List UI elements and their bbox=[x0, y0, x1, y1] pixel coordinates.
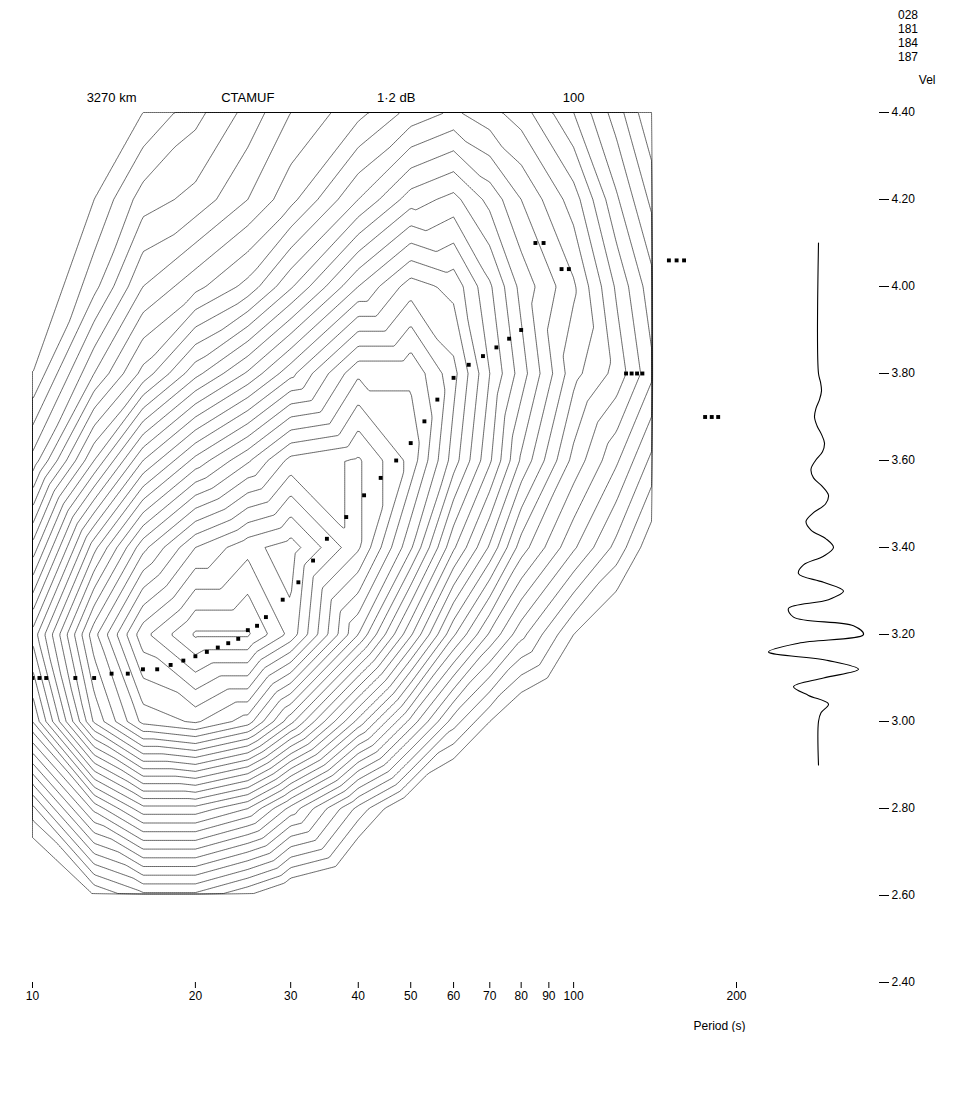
svg-text:Period (s): Period (s) bbox=[693, 1019, 745, 1033]
svg-text:10: 10 bbox=[26, 989, 40, 1003]
html-text:187: 187 bbox=[898, 50, 918, 64]
svg-text:3.00: 3.00 bbox=[892, 714, 916, 728]
svg-text:70: 70 bbox=[483, 989, 497, 1003]
svg-text:CTAMUF: CTAMUF bbox=[221, 90, 274, 105]
svg-text:100: 100 bbox=[563, 90, 585, 105]
svg-text:80: 80 bbox=[514, 989, 528, 1003]
html-text:181: 181 bbox=[898, 22, 918, 36]
svg-text:50: 50 bbox=[404, 989, 418, 1003]
svg-text:2.80: 2.80 bbox=[892, 801, 916, 815]
svg-text:3.20: 3.20 bbox=[892, 627, 916, 641]
svg-text:100: 100 bbox=[564, 989, 584, 1003]
svg-text:60: 60 bbox=[447, 989, 461, 1003]
html-text:184: 184 bbox=[898, 36, 918, 50]
svg-text:2.40: 2.40 bbox=[892, 975, 916, 989]
svg-text:3.80: 3.80 bbox=[892, 366, 916, 380]
svg-text:3.40: 3.40 bbox=[892, 540, 916, 554]
svg-text:4.20: 4.20 bbox=[892, 192, 916, 206]
svg-text:90: 90 bbox=[542, 989, 556, 1003]
svg-text:40: 40 bbox=[352, 989, 366, 1003]
svg-text:4.00: 4.00 bbox=[892, 279, 916, 293]
html-text:028: 028 bbox=[898, 8, 918, 22]
svg-text:3.60: 3.60 bbox=[892, 453, 916, 467]
svg-text:Vel: Vel bbox=[919, 73, 936, 87]
svg-text:30: 30 bbox=[284, 989, 298, 1003]
svg-text:20: 20 bbox=[189, 989, 203, 1003]
svg-text:200: 200 bbox=[726, 989, 746, 1003]
svg-text:2.60: 2.60 bbox=[892, 888, 916, 902]
svg-text:4.40: 4.40 bbox=[892, 105, 916, 119]
svg-text:3270 km: 3270 km bbox=[87, 90, 137, 105]
svg-text:1·2 dB: 1·2 dB bbox=[377, 90, 415, 105]
